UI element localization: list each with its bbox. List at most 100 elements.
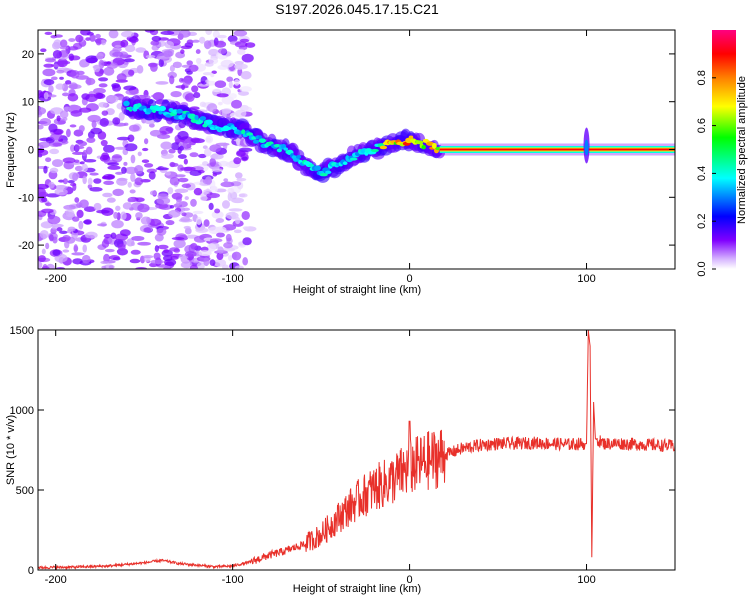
- spectrogram-noise-blob: [222, 142, 228, 150]
- spectrogram-noise-blob: [43, 92, 49, 100]
- spectrogram-noise-blob: [150, 63, 158, 72]
- spectrogram-noise-blob: [38, 255, 46, 263]
- spectrogram-noise-blob: [38, 106, 47, 115]
- y-tick-label: 0: [28, 565, 34, 577]
- spectrogram-noise-blob: [164, 40, 175, 49]
- colorbar-tick-label: 0.2: [696, 214, 708, 229]
- spectrogram-noise-blob: [56, 69, 65, 74]
- spectrogram-noise-blob: [62, 157, 76, 164]
- spectrogram-noise-blob: [86, 137, 96, 143]
- spectrogram-noise-blob: [180, 216, 191, 222]
- spectrogram-noise-blob: [157, 244, 169, 250]
- spectrogram-noise-blob: [109, 49, 121, 58]
- spectrogram-noise-blob: [41, 208, 54, 214]
- spectrogram-noise-blob: [227, 255, 233, 261]
- colorbar-tick-label: 0.8: [696, 70, 708, 85]
- spectrogram-noise-blob: [155, 167, 169, 171]
- spectrogram-noise-blob: [199, 101, 207, 108]
- spectrogram-noise-blob: [236, 150, 246, 157]
- spectrogram-noise-blob: [210, 73, 215, 78]
- spectrogram-noise-blob: [134, 177, 144, 186]
- y-tick-label: 500: [16, 485, 34, 497]
- spectrogram-noise-blob: [114, 44, 122, 48]
- spectrogram-noise-blob: [123, 122, 129, 126]
- spectrogram-noise-blob: [86, 31, 94, 36]
- spectrogram-noise-blob: [204, 147, 212, 157]
- spectrogram-noise-blob: [98, 77, 109, 82]
- colorbar-ticks: 0.0 0.2 0.4 0.6 0.8: [696, 70, 716, 277]
- spectrogram-noise-blob: [199, 36, 206, 44]
- spectrogram-track-core: [241, 129, 246, 135]
- spectrogram-noise-blob: [196, 262, 205, 269]
- spectrogram-track-core: [252, 139, 260, 144]
- spectrogram-noise-blob: [101, 239, 110, 248]
- spectrogram-noise-blob: [129, 258, 141, 264]
- spectrogram-noise-blob: [234, 172, 243, 179]
- spectrogram-noise-blob: [234, 216, 241, 225]
- spectrogram-noise-blob: [116, 73, 127, 82]
- spectrogram-band-core: [439, 148, 675, 151]
- spectrogram-noise-blob: [215, 226, 227, 233]
- spectrogram-noise-blob: [134, 197, 145, 203]
- spectrogram-noise-blob: [43, 63, 54, 68]
- spectrogram-noise-blob: [234, 41, 248, 48]
- spectrogram-track-core: [158, 110, 163, 115]
- spectrogram-noise-blob: [209, 144, 222, 153]
- spectrogram-noise-blob: [56, 227, 63, 232]
- spectrogram-noise-blob: [198, 153, 207, 159]
- spectrogram-noise-blob: [86, 57, 98, 64]
- spectrogram-noise-blob: [69, 82, 78, 90]
- spectrogram-noise-blob: [162, 50, 173, 58]
- spectrogram-noise-blob: [203, 257, 210, 267]
- spectrogram-noise-blob: [53, 39, 62, 49]
- spectrogram-noise-blob: [85, 77, 96, 86]
- colorbar-tick-label: 0.0: [696, 261, 708, 276]
- spectrogram-noise-blob: [120, 30, 135, 38]
- spectrogram-noise-blob: [177, 154, 187, 159]
- spectrogram-noise-blob: [69, 124, 77, 128]
- spectrogram-noise-blob: [81, 254, 91, 264]
- spectrogram-noise-blob: [102, 192, 113, 198]
- spectrogram-noise-blob: [221, 109, 227, 119]
- snr-plot-frame: [37, 329, 676, 571]
- spectrogram-noise-blob: [216, 93, 229, 98]
- spectrogram-noise-blob: [89, 187, 103, 192]
- spectrogram-noise-blob: [150, 259, 164, 265]
- colorbar-tick-label: 0.4: [696, 166, 708, 181]
- spectrogram-track-core: [325, 170, 332, 174]
- spectrogram-noise-blob: [190, 198, 197, 207]
- spectrogram-noise-blob: [143, 138, 149, 145]
- spectrogram-noise-blob: [193, 92, 201, 99]
- spectrogram-noise-blob: [156, 196, 171, 205]
- spectrogram-noise-blob: [114, 146, 127, 150]
- y-tick-label: 10: [22, 97, 34, 109]
- spectrogram-noise-blob: [93, 178, 102, 184]
- spectrogram-noise-blob: [184, 196, 189, 201]
- spectrogram-noise-blob: [74, 165, 84, 172]
- spectrogram-noise-blob: [67, 93, 79, 102]
- spectrogram-noise-blob: [231, 99, 243, 109]
- spectrogram-noise-blob: [76, 145, 85, 149]
- spectrogram-noise-blob: [220, 181, 235, 188]
- spectrogram-noise-blob: [103, 66, 115, 76]
- spectrogram-noise-blob: [78, 141, 88, 147]
- spectrogram-noise-blob: [59, 230, 68, 235]
- spectrogram-track-core: [320, 172, 328, 177]
- spectrogram-noise-blob: [98, 101, 108, 108]
- spectrogram-noise-blob: [130, 249, 141, 255]
- spectrogram-noise-blob: [103, 144, 115, 153]
- x-tick-label: -200: [45, 574, 67, 586]
- spectrogram-noise-blob: [205, 135, 214, 144]
- spectrogram-noise-blob: [195, 227, 209, 233]
- spectrogram-noise-blob: [98, 59, 105, 69]
- spectrogram-noise-blob: [52, 50, 63, 59]
- y-tick-label: 1500: [10, 325, 34, 337]
- spectrogram-noise-blob: [159, 125, 173, 135]
- spectrogram-noise-blob: [44, 31, 53, 36]
- spectrogram-noise-blob: [82, 244, 88, 253]
- x-tick-label: 0: [407, 574, 413, 586]
- spectrogram-noise-blob: [69, 104, 78, 110]
